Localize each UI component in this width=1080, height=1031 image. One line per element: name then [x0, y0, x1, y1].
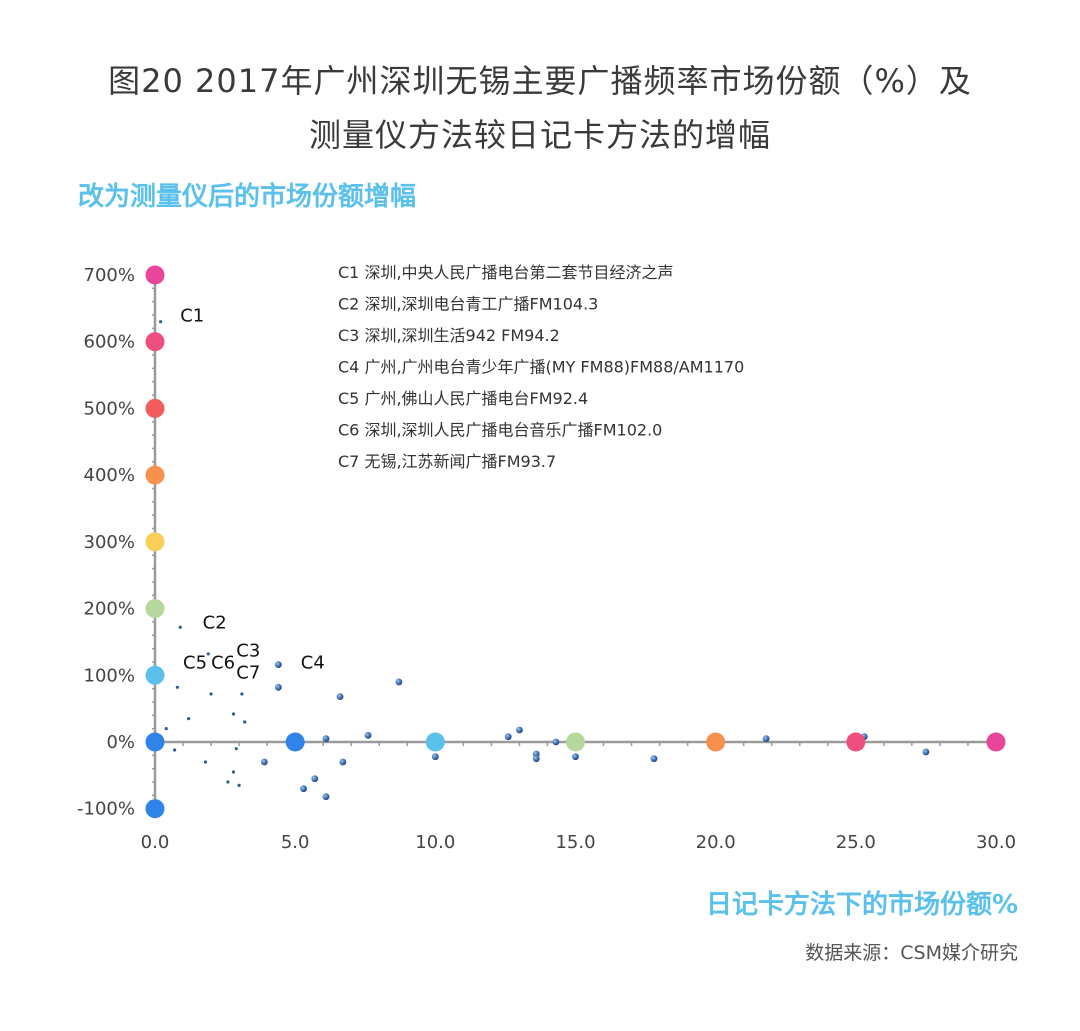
y-axis-marker [145, 599, 165, 619]
point-label: C7 [236, 663, 260, 684]
data-point [173, 748, 177, 752]
legend-entry: C7 无锡,江苏新闻广播FM93.7 [338, 452, 556, 471]
data-point [395, 678, 403, 686]
data-point [175, 685, 180, 689]
x-tick-label: 20.0 [696, 832, 736, 853]
data-point [237, 783, 241, 787]
chart-title-line2: 测量仪方法较日记卡方法的增幅 [308, 116, 771, 154]
data-point [516, 726, 523, 734]
y-axis-marker [145, 732, 165, 752]
y-axis-marker [145, 332, 165, 352]
point-label: C4 [301, 653, 325, 674]
legend-entry: C1 深圳,中央人民广播电台第二套节目经济之声 [338, 263, 674, 282]
source-note: 数据来源：CSM媒介研究 [805, 942, 1018, 964]
data-point [243, 720, 247, 724]
point-label: C1 [180, 306, 204, 327]
x-axis-marker [846, 732, 866, 752]
data-point [300, 785, 307, 793]
data-point [274, 661, 282, 669]
x-axis-marker [566, 732, 585, 752]
x-tick-label: 30.0 [976, 832, 1016, 853]
data-point [339, 758, 347, 766]
data-point [504, 733, 512, 741]
data-point [240, 692, 244, 696]
x-axis-marker [986, 732, 1006, 752]
y-axis-marker [145, 398, 165, 418]
chart-title-line1: 图20 2017年广州深圳无锡主要广播频率市场份额（%）及 [108, 62, 972, 100]
y-axis-marker [145, 532, 165, 552]
point-label: C5 [183, 653, 207, 674]
data-point [431, 753, 439, 761]
y-axis-marker [145, 799, 165, 819]
y-tick-label: 400% [84, 465, 135, 486]
data-point [922, 748, 930, 756]
data-point [532, 750, 540, 758]
x-tick-label: 10.0 [415, 832, 455, 853]
data-point [260, 758, 268, 766]
legend-entry: C3 深圳,深圳生活942 FM94.2 [338, 326, 560, 345]
legend-entry: C4 广州,广州电台青少年广播(MY FM88)FM88/AM1170 [338, 358, 744, 377]
data-point [231, 712, 236, 716]
point-label: C3 [236, 641, 260, 662]
y-tick-label: 100% [84, 665, 135, 686]
data-point [572, 753, 579, 761]
y-axis-title: 改为测量仪后的市场份额增幅 [78, 182, 417, 212]
data-point [164, 727, 168, 731]
point-label: C6 [211, 653, 235, 674]
y-tick-label: 200% [84, 599, 135, 620]
data-point [311, 775, 319, 783]
data-point [226, 780, 230, 784]
data-point [322, 735, 330, 743]
y-tick-label: 700% [84, 265, 135, 286]
data-point [322, 793, 330, 801]
data-point [178, 625, 182, 629]
data-point [552, 738, 560, 746]
data-point [650, 755, 658, 763]
data-point [203, 760, 208, 764]
y-axis-marker [145, 265, 165, 285]
x-axis-marker [425, 732, 445, 752]
point-label: C2 [203, 613, 227, 634]
y-axis-marker [145, 465, 165, 485]
legend-entry: C2 深圳,深圳电台青工广播FM104.3 [338, 295, 598, 314]
x-tick-label: 15.0 [555, 832, 595, 853]
data-point [234, 747, 238, 751]
data-point [336, 693, 344, 701]
data-point [206, 652, 210, 656]
data-point [187, 717, 191, 721]
data-point [762, 735, 770, 743]
x-tick-label: 5.0 [281, 832, 310, 853]
data-point [364, 731, 372, 739]
data-point [274, 683, 282, 691]
y-axis-marker [145, 665, 165, 685]
x-tick-label: 0.0 [141, 832, 170, 853]
data-point [532, 755, 540, 763]
x-axis-marker [285, 732, 305, 752]
y-tick-label: 0% [106, 732, 135, 753]
data-point [209, 692, 213, 696]
y-tick-label: 300% [84, 532, 135, 553]
y-tick-label: 600% [84, 332, 135, 353]
x-axis-marker [706, 732, 726, 752]
legend-entry: C6 深圳,深圳人民广播电台音乐广播FM102.0 [338, 421, 662, 440]
y-tick-label: -100% [77, 799, 135, 820]
data-point [231, 770, 236, 774]
x-tick-label: 25.0 [836, 832, 876, 853]
data-point [159, 320, 163, 324]
y-tick-label: 500% [84, 398, 135, 419]
x-axis-title: 日记卡方法下的市场份额% [705, 890, 1018, 920]
legend-entry: C5 广州,佛山人民广播电台FM92.4 [338, 389, 588, 408]
